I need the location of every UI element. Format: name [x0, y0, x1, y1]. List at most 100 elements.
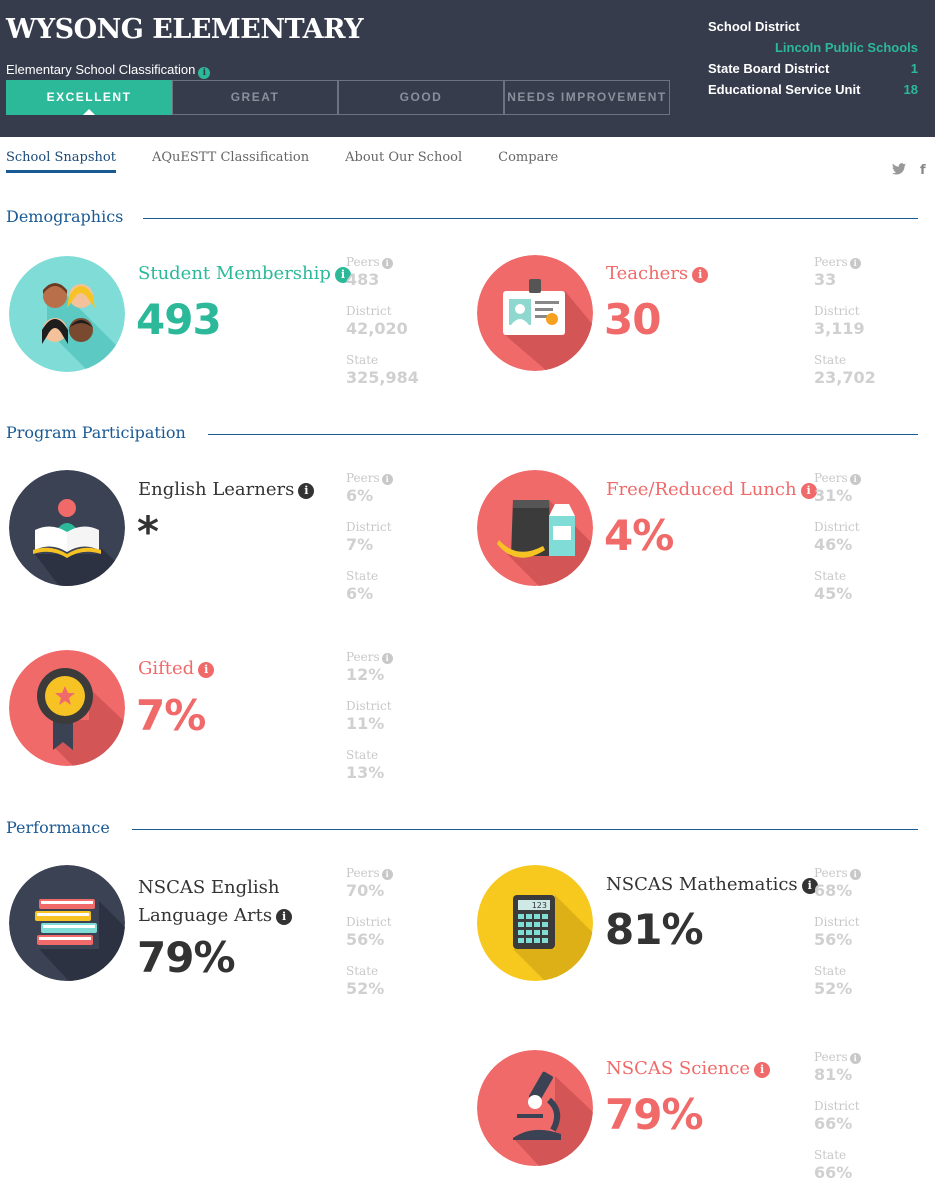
section-demographics: Demographics [6, 207, 124, 226]
peers-value: 483 [346, 270, 380, 289]
ela-comparison: Peers i 70% District 56% State 52% [346, 866, 456, 1013]
peers-value: 12% [346, 665, 385, 684]
district-value: 42,020 [346, 319, 408, 338]
lunch-comparison: Peers i 31% District 46% State 45% [814, 471, 924, 618]
info-icon[interactable]: i [849, 869, 861, 880]
ela-label: NSCAS English Language Arts i [138, 874, 293, 930]
peers-value: 68% [814, 881, 853, 900]
info-icon[interactable]: i [849, 474, 861, 485]
classification-tabs: EXCELLENT GREAT GOOD NEEDS IMPROVEMENT [6, 80, 670, 115]
math-value: 81% [605, 905, 704, 954]
science-comparison: Peers i 81% District 66% State 66% [814, 1050, 924, 1196]
state-value: 52% [814, 979, 853, 998]
membership-value: 493 [136, 295, 222, 344]
info-icon[interactable]: i [381, 474, 393, 485]
gifted-value: 7% [136, 691, 206, 740]
info-icon[interactable]: i [198, 67, 211, 79]
district-value: 3,119 [814, 319, 865, 338]
ela-value: 79% [137, 933, 236, 982]
state-value: 45% [814, 584, 853, 603]
district-value: 56% [346, 930, 385, 949]
lunch-icon [477, 470, 593, 586]
esu-value: 18 [903, 82, 918, 97]
info-icon[interactable]: i [381, 258, 393, 269]
district-value: 7% [346, 535, 374, 554]
award-ribbon-icon [9, 650, 125, 766]
nav-compare[interactable]: Compare [498, 150, 559, 165]
state-value: 66% [814, 1163, 853, 1182]
calculator-display: 123 [532, 901, 547, 910]
membership-comparison: Peers i 483 District 42,020 State 325,984 [346, 255, 456, 402]
section-divider [132, 829, 918, 830]
facebook-icon[interactable]: f [920, 163, 926, 178]
classification-great[interactable]: GREAT [172, 80, 338, 115]
district-value: 56% [814, 930, 853, 949]
gifted-comparison: Peers i 12% District 11% State 13% [346, 650, 456, 797]
peers-value: 6% [346, 486, 374, 505]
school-name: WYSONG ELEMENTARY [6, 14, 364, 45]
math-label: NSCAS Mathematics i [606, 874, 818, 895]
lunch-value: 4% [604, 511, 674, 560]
peers-value: 70% [346, 881, 385, 900]
nav-school-snapshot[interactable]: School Snapshot [6, 150, 116, 173]
teachers-comparison: Peers i 33 District 3,119 State 23,702 [814, 255, 924, 402]
info-icon[interactable]: i [276, 909, 293, 925]
classification-needs-improvement[interactable]: NEEDS IMPROVEMENT [504, 80, 670, 115]
science-value: 79% [605, 1090, 704, 1139]
lunch-label: Free/Reduced Lunch i [606, 479, 817, 500]
students-icon [9, 256, 125, 372]
teachers-value: 30 [604, 295, 661, 344]
gifted-label: Gifted i [138, 658, 215, 679]
membership-label: Student Membership i [138, 263, 351, 284]
state-board-value: 1 [910, 61, 918, 76]
info-icon[interactable]: i [381, 653, 393, 664]
state-board-label: State Board District [708, 61, 830, 76]
school-district-label: School District [708, 19, 800, 34]
info-icon[interactable]: i [198, 662, 215, 678]
ell-label: English Learners i [138, 479, 315, 500]
info-icon[interactable]: i [298, 483, 315, 499]
info-icon[interactable]: i [800, 483, 817, 499]
state-value: 6% [346, 584, 374, 603]
ell-value: * [137, 507, 159, 556]
classification-label: Elementary School Classification i [6, 62, 211, 79]
district-info: School District Lincoln Public Schools S… [708, 16, 918, 100]
nav-about-our-school[interactable]: About Our School [345, 150, 463, 165]
state-value: 52% [346, 979, 385, 998]
info-icon[interactable]: i [849, 258, 861, 269]
esu-label: Educational Service Unit [708, 82, 861, 97]
info-icon[interactable]: i [754, 1062, 771, 1078]
twitter-icon[interactable] [892, 163, 906, 178]
reader-icon [9, 470, 125, 586]
section-performance: Performance [6, 818, 110, 837]
school-district-value[interactable]: Lincoln Public Schools [774, 40, 918, 55]
peers-value: 31% [814, 486, 853, 505]
info-icon[interactable]: i [849, 1053, 861, 1064]
state-value: 13% [346, 763, 385, 782]
page-nav: School Snapshot AQuESTT Classification A… [6, 150, 594, 173]
id-badge-icon [477, 255, 593, 371]
info-icon[interactable]: i [801, 878, 818, 894]
info-icon[interactable]: i [692, 267, 709, 283]
state-value: 23,702 [814, 368, 876, 387]
microscope-icon [477, 1050, 593, 1166]
classification-excellent[interactable]: EXCELLENT [6, 80, 172, 115]
books-icon [9, 865, 125, 981]
district-value: 46% [814, 535, 853, 554]
info-icon[interactable]: i [381, 869, 393, 880]
district-value: 66% [814, 1114, 853, 1133]
state-value: 325,984 [346, 368, 419, 387]
science-label: NSCAS Science i [606, 1058, 771, 1079]
peers-value: 33 [814, 270, 837, 289]
math-comparison: Peers i 68% District 56% State 52% [814, 866, 924, 1013]
section-divider [143, 218, 918, 219]
calculator-icon: 123 [477, 865, 593, 981]
nav-aquestt-classification[interactable]: AQuESTT Classification [151, 150, 310, 165]
classification-good[interactable]: GOOD [338, 80, 504, 115]
section-program-participation: Program Participation [6, 423, 186, 442]
ell-comparison: Peers i 6% District 7% State 6% [346, 471, 456, 618]
header: WYSONG ELEMENTARY Elementary School Clas… [0, 0, 935, 137]
info-icon[interactable]: i [334, 267, 351, 283]
district-value: 11% [346, 714, 385, 733]
peers-value: 81% [814, 1065, 853, 1084]
